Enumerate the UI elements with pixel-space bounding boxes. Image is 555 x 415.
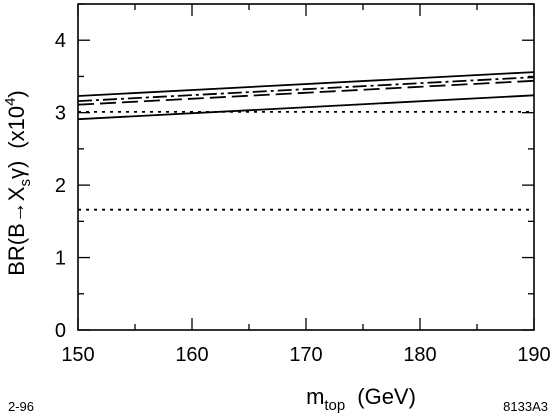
series-line-5-solid [77, 94, 535, 121]
series-line-1-solid [77, 71, 535, 97]
x-tick-label: 170 [289, 344, 322, 366]
corner-note-left: 2-96 [8, 399, 34, 414]
y-tick-label: 2 [55, 175, 66, 197]
y-axis-title-suffix: γ) [4, 161, 29, 179]
y-axis-title-subscript: s [17, 179, 34, 187]
y-axis-title-prefix: BR(B [4, 223, 29, 276]
y-tick-label: 4 [55, 30, 66, 52]
x-tick-label: 160 [175, 344, 208, 366]
y-axis-title-mid: X [4, 186, 29, 201]
corner-note-right: 8133A3 [503, 399, 548, 414]
ticks-layer: 150 160 170 180 190 0 1 2 3 4 [55, 3, 551, 366]
y-axis-title-arrow: → [4, 201, 29, 223]
series-layer [77, 71, 535, 211]
y-tick-label: 0 [55, 320, 66, 342]
series-line-2-dash-dot [77, 76, 535, 102]
y-axis-title-scale-suffix: ) [4, 90, 29, 97]
x-axis-title-subscript: top [324, 397, 345, 414]
x-axis-title-main: m [306, 384, 324, 409]
x-axis-title: mtop (GeV) [306, 384, 416, 414]
y-axis-title-scale-prefix: (x10 [4, 106, 29, 149]
y-tick-label: 1 [55, 248, 66, 270]
plot-area [77, 3, 535, 331]
x-tick-label: 190 [517, 344, 550, 366]
y-axis-title-scale-exponent: 4 [2, 98, 19, 106]
x-tick-label: 150 [61, 344, 94, 366]
series-line-3-long-dash [77, 79, 535, 106]
plot-frame [77, 3, 535, 331]
y-tick-label: 3 [55, 103, 66, 125]
x-tick-label: 180 [403, 344, 436, 366]
y-axis-title: BR(B→Xsγ) (x104) [2, 90, 34, 276]
x-axis-title-unit: (GeV) [357, 384, 416, 409]
